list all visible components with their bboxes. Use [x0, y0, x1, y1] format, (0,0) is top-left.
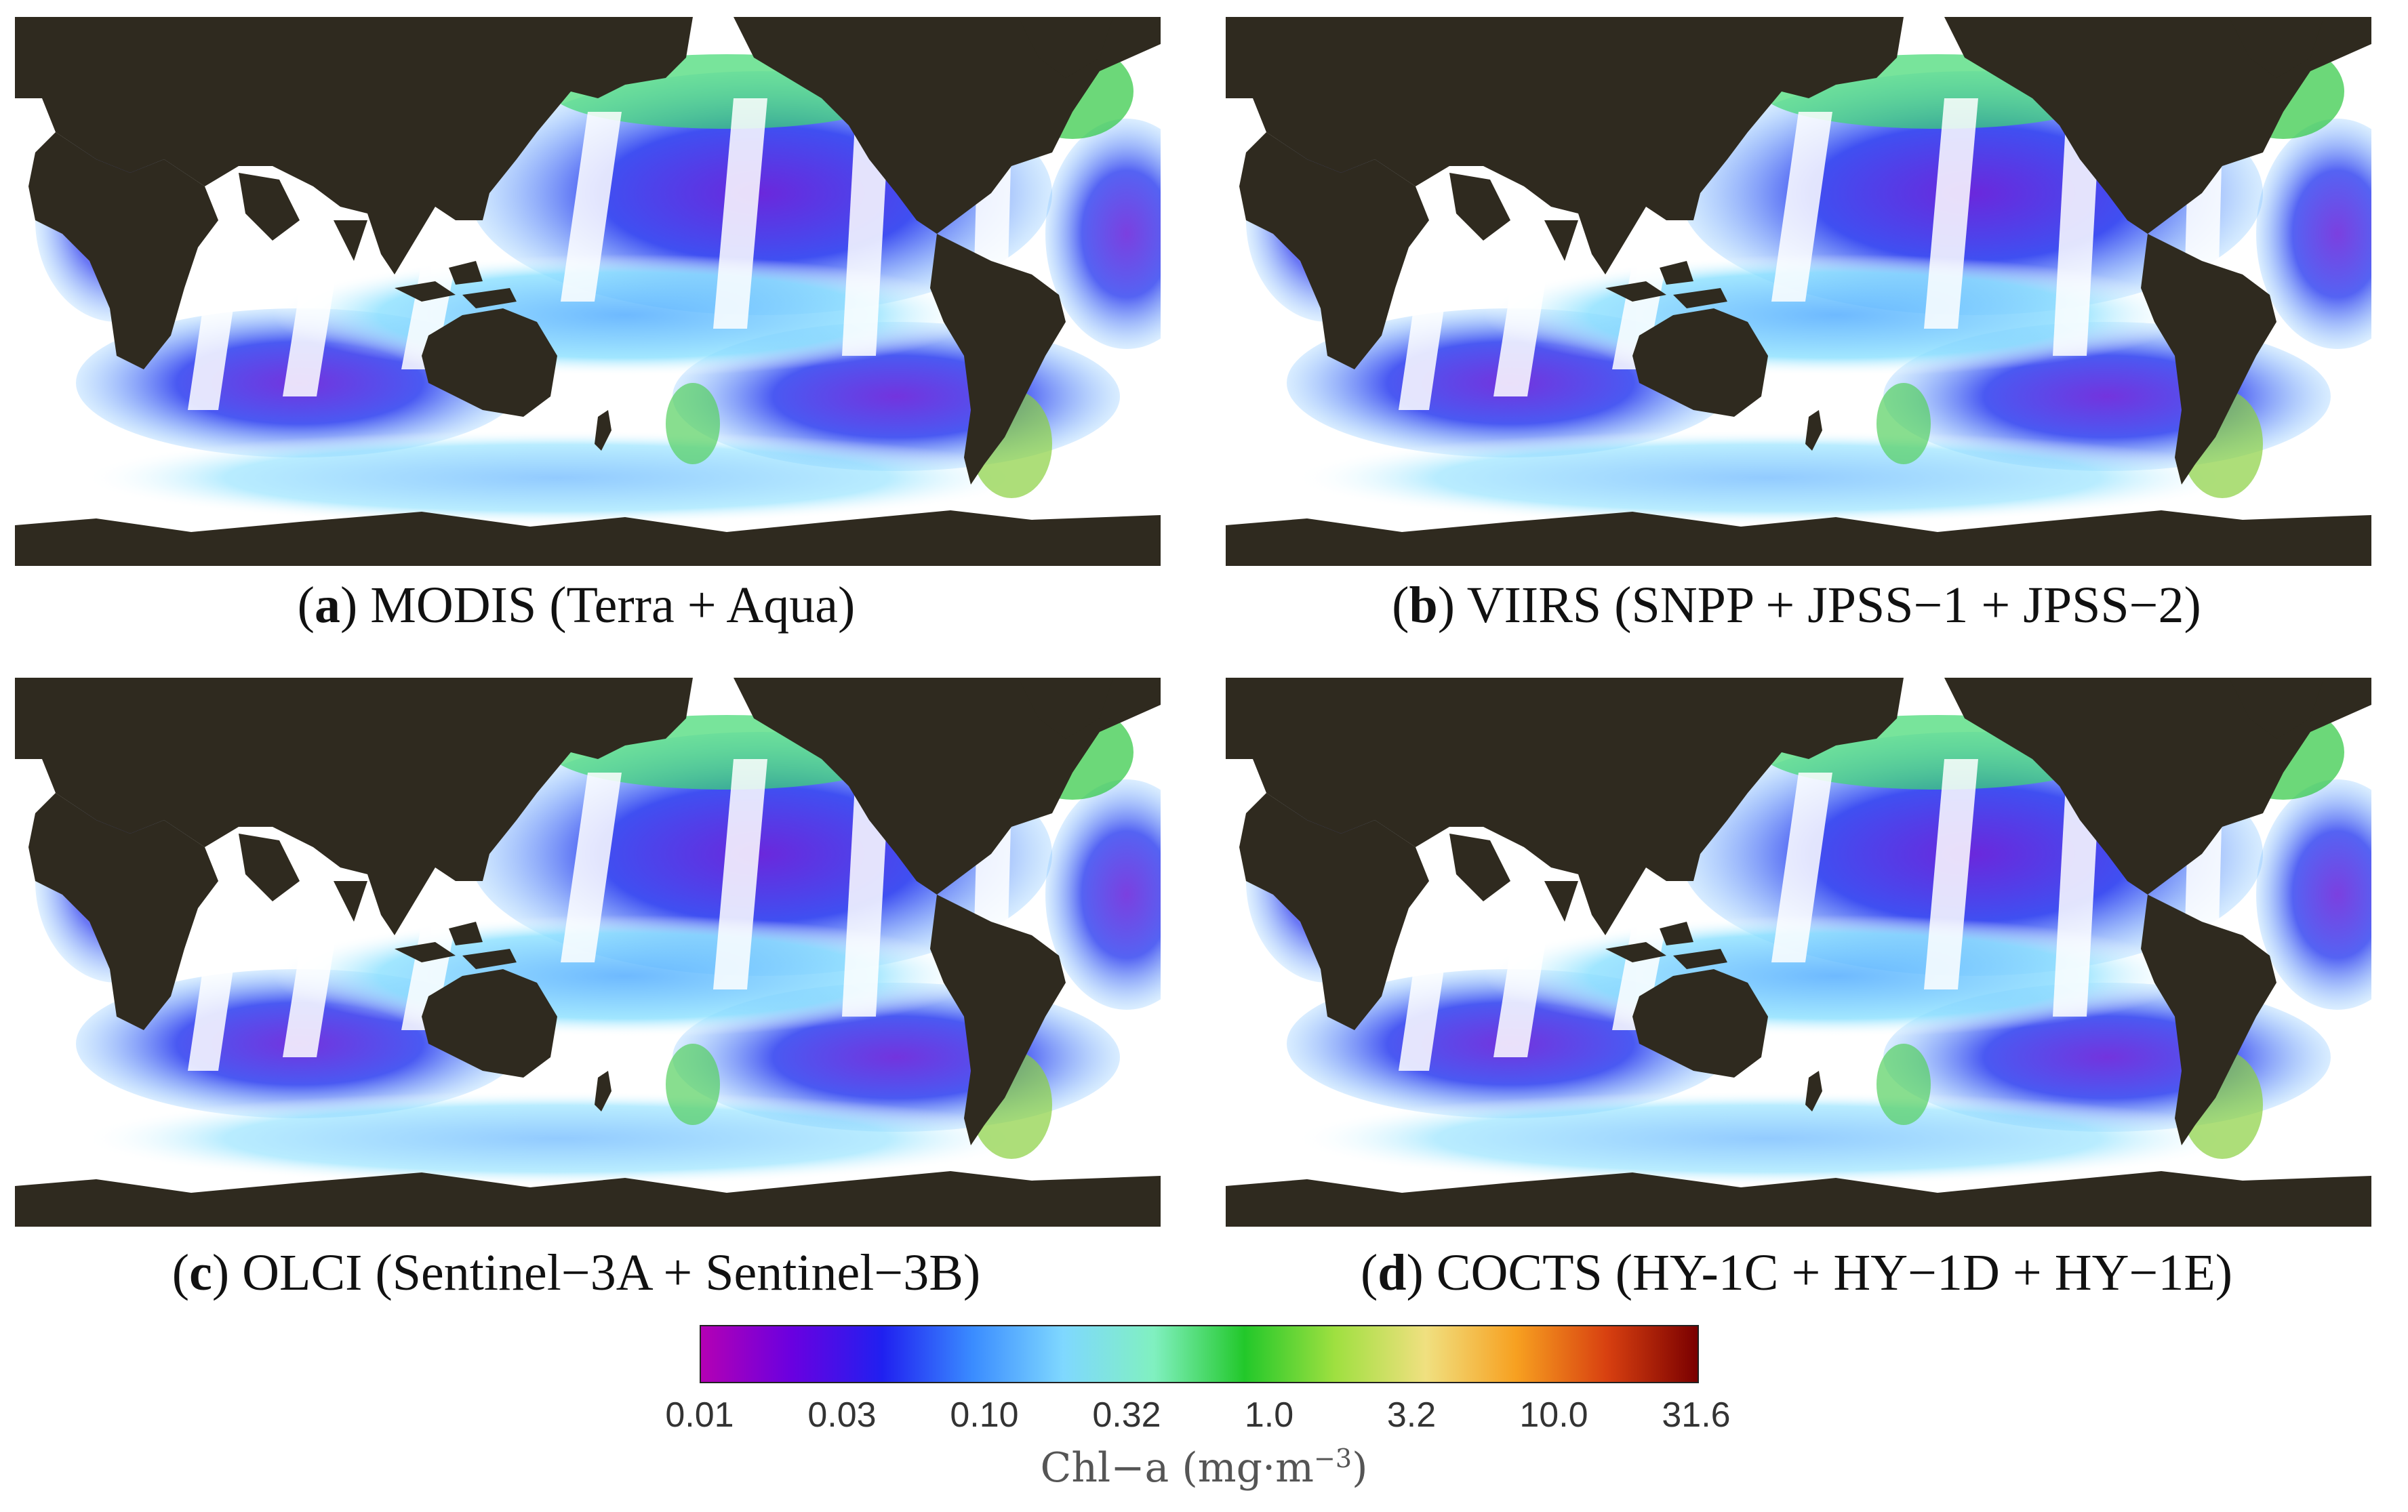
world-map-cocts [1226, 678, 2371, 1227]
colorbar-title: Chl−a (mg·m−3) [1040, 1444, 1368, 1492]
map-panel-viirs [1226, 17, 2371, 566]
caption-viirs: (b) VIIRS (SNPP + JPSS−1 + JPSS−2) [1392, 577, 2201, 634]
colorbar-tick-label: 3.2 [1386, 1395, 1437, 1435]
colorbar-tick-label: 1.0 [1244, 1395, 1294, 1435]
caption-olci: (c) OLCI (Sentinel−3A + Sentinel−3B) [172, 1244, 981, 1301]
map-panel-olci [15, 678, 1161, 1227]
world-map-modis [15, 17, 1161, 566]
colorbar-tick-label: 0.03 [807, 1395, 877, 1435]
colorbar-tick-label: 0.01 [665, 1395, 734, 1435]
caption-cocts: (d) COCTS (HY-1C + HY−1D + HY−1E) [1360, 1244, 2233, 1301]
map-panel-modis [15, 17, 1161, 566]
world-map-viirs [1226, 17, 2371, 566]
colorbar-tick-label: 0.32 [1092, 1395, 1161, 1435]
colorbar-tick-label: 31.6 [1662, 1395, 1731, 1435]
colorbar [700, 1325, 1699, 1383]
colorbar-tick-label: 10.0 [1519, 1395, 1588, 1435]
colorbar-tick-label: 0.10 [950, 1395, 1019, 1435]
map-panel-cocts [1226, 678, 2371, 1227]
world-map-olci [15, 678, 1161, 1227]
caption-modis: (a) MODIS (Terra + Aqua) [297, 577, 856, 634]
